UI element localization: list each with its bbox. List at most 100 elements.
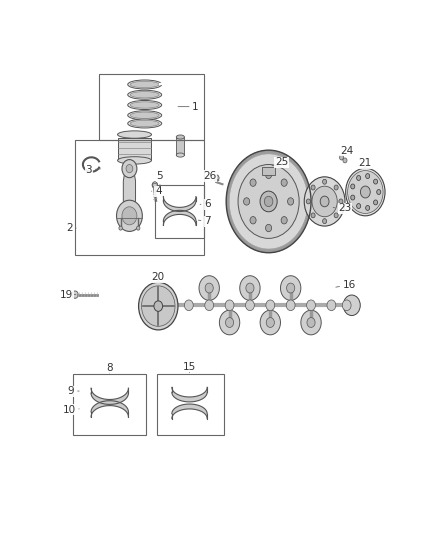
Polygon shape — [91, 401, 128, 417]
Bar — [155, 185, 204, 238]
Circle shape — [351, 195, 355, 200]
Ellipse shape — [176, 153, 184, 157]
Ellipse shape — [130, 82, 159, 87]
Circle shape — [286, 283, 295, 293]
Circle shape — [266, 318, 274, 327]
Circle shape — [366, 174, 370, 179]
Circle shape — [374, 179, 378, 184]
Circle shape — [327, 300, 336, 311]
Bar — [176, 137, 184, 155]
Circle shape — [334, 185, 338, 190]
Circle shape — [311, 213, 315, 218]
Text: 10: 10 — [63, 405, 79, 415]
Circle shape — [152, 182, 158, 188]
Text: 5: 5 — [157, 172, 163, 187]
Polygon shape — [172, 387, 207, 402]
Circle shape — [322, 179, 327, 184]
Text: 4: 4 — [152, 186, 162, 196]
Circle shape — [360, 186, 370, 198]
Circle shape — [374, 200, 378, 205]
Circle shape — [228, 152, 309, 251]
Circle shape — [311, 185, 315, 190]
Circle shape — [228, 152, 310, 251]
Circle shape — [246, 300, 254, 311]
Bar — [117, 138, 152, 160]
Ellipse shape — [128, 90, 162, 99]
Circle shape — [229, 154, 308, 249]
Text: 25: 25 — [272, 157, 288, 167]
Circle shape — [226, 318, 233, 327]
Circle shape — [226, 150, 311, 253]
Text: 2: 2 — [66, 223, 76, 233]
Ellipse shape — [128, 111, 162, 120]
Circle shape — [264, 196, 273, 207]
Circle shape — [184, 300, 193, 311]
Ellipse shape — [130, 120, 159, 127]
Circle shape — [244, 198, 250, 205]
Text: 6: 6 — [200, 199, 211, 209]
Bar — [74, 374, 146, 435]
Circle shape — [357, 175, 360, 181]
Circle shape — [280, 276, 301, 301]
Ellipse shape — [117, 131, 152, 138]
Circle shape — [238, 165, 299, 238]
Polygon shape — [163, 211, 196, 225]
Circle shape — [205, 283, 213, 293]
Circle shape — [205, 300, 214, 311]
Text: 1: 1 — [178, 102, 199, 111]
Circle shape — [228, 152, 309, 251]
Ellipse shape — [130, 102, 159, 108]
Circle shape — [343, 295, 360, 316]
Circle shape — [286, 300, 295, 311]
Text: 16: 16 — [336, 280, 356, 290]
Circle shape — [250, 179, 256, 187]
Text: 19: 19 — [60, 289, 76, 300]
Circle shape — [342, 300, 351, 311]
Text: 15: 15 — [183, 362, 196, 373]
Circle shape — [320, 196, 329, 207]
Ellipse shape — [128, 80, 162, 89]
Circle shape — [227, 151, 311, 252]
Circle shape — [281, 216, 287, 224]
Polygon shape — [163, 197, 196, 212]
Circle shape — [265, 171, 272, 179]
Circle shape — [226, 150, 311, 253]
Text: 7: 7 — [198, 216, 211, 226]
Polygon shape — [91, 388, 128, 405]
Circle shape — [348, 171, 383, 213]
Text: 3: 3 — [85, 165, 101, 175]
Circle shape — [126, 165, 133, 173]
Bar — [99, 74, 204, 140]
Circle shape — [322, 219, 327, 224]
Circle shape — [287, 198, 293, 205]
Circle shape — [377, 190, 381, 195]
Text: 9: 9 — [68, 386, 79, 396]
Ellipse shape — [130, 92, 159, 98]
Circle shape — [265, 224, 272, 232]
Circle shape — [119, 226, 122, 230]
Circle shape — [141, 286, 175, 326]
Text: 24: 24 — [341, 146, 354, 159]
Circle shape — [214, 175, 219, 181]
Circle shape — [138, 282, 178, 330]
Circle shape — [301, 310, 321, 335]
Circle shape — [117, 200, 142, 231]
Text: 21: 21 — [359, 158, 372, 168]
Bar — [262, 167, 275, 175]
Circle shape — [366, 206, 370, 211]
Circle shape — [260, 310, 280, 335]
Circle shape — [72, 291, 78, 298]
Polygon shape — [172, 404, 207, 418]
Circle shape — [227, 151, 310, 252]
Circle shape — [246, 283, 254, 293]
Circle shape — [281, 179, 287, 187]
Circle shape — [306, 199, 311, 204]
Circle shape — [266, 300, 275, 311]
Circle shape — [346, 168, 385, 216]
Ellipse shape — [176, 135, 184, 139]
Circle shape — [304, 177, 345, 226]
Bar — [156, 374, 224, 435]
Circle shape — [307, 318, 315, 327]
Circle shape — [137, 226, 140, 230]
Bar — [75, 140, 204, 255]
